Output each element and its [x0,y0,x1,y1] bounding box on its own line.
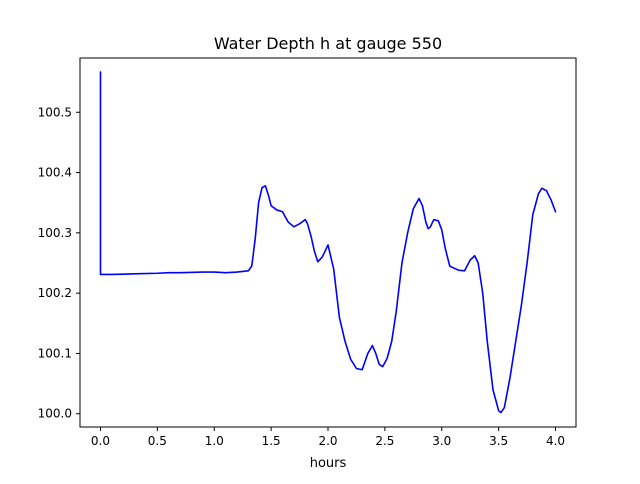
x-tick-label: 0.0 [91,434,110,448]
y-tick-label: 100.5 [38,105,72,119]
x-tick-label: 3.5 [489,434,508,448]
x-tick-label: 2.5 [375,434,394,448]
x-tick-label: 2.0 [318,434,337,448]
y-tick-label: 100.3 [38,226,72,240]
plot-frame [79,57,577,428]
y-tick-label: 100.0 [38,407,72,421]
series-line-0 [99,71,557,414]
x-axis-label: hours [310,456,347,471]
axes: 0.0 0.5 1.0 1.5 2.0 2.5 3.0 3.5 4.0 100.0 100.1 100… [38,57,577,448]
chart-title: Water Depth h at gauge 550 [214,34,442,53]
y-tick-label: 100.2 [38,286,72,300]
y-tick-label: 100.1 [38,346,72,360]
plot-area [99,71,557,414]
y-tick-label: 100.4 [38,166,72,180]
x-tick-label: 1.0 [205,434,224,448]
x-tick-label: 1.5 [262,434,281,448]
x-tick-label: 4.0 [546,434,565,448]
x-tick-label: 3.0 [432,434,451,448]
x-tick-label: 0.5 [148,434,167,448]
